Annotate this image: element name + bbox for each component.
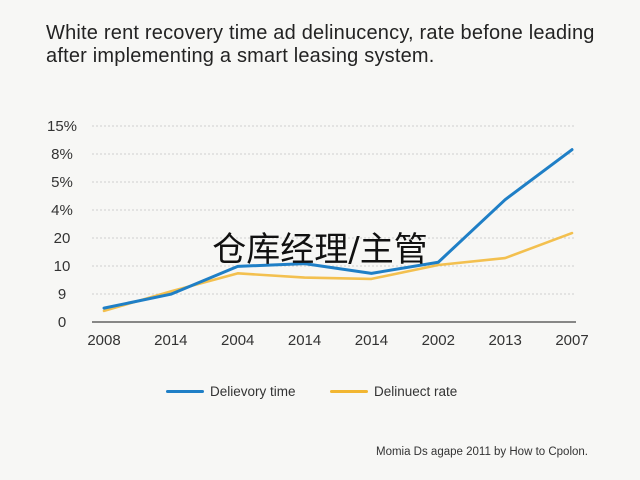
x-tick-label: 2013 [488,332,521,349]
chart-title: White rent recovery time ad delinucency,… [46,22,595,67]
x-tick-label: 2002 [422,332,455,349]
x-tick-label: 2014 [355,332,388,349]
y-tick-label: 15% [47,118,77,135]
y-tick-label: 8% [51,146,73,163]
y-tick-label: 9 [58,286,66,303]
overlay-text: 仓库经理/主管 [212,230,428,270]
legend-swatch-series-1 [166,390,204,393]
x-tick-label: 2004 [221,332,254,349]
x-axis-ticks: 2008 2014 2004 2014 2014 2002 2013 2007 [87,332,588,349]
grid-lines [92,125,576,323]
x-tick-label: 2014 [288,332,321,349]
credit-text: Momia Ds agape 2011 by How to Cpolon. [375,446,588,458]
y-tick-label: 10 [54,258,71,275]
legend-item-series-2: Delinuect rate [330,384,457,399]
x-tick-label: 2008 [87,332,120,349]
y-tick-label: 5% [51,174,73,191]
y-tick-label: 20 [54,230,71,247]
legend-label-series-2: Delinuect rate [374,384,458,399]
series-line-1 [102,148,574,310]
x-tick-label: 2014 [154,332,187,349]
legend: Delievory time Delinuect rate [0,384,640,404]
y-tick-label: 4% [51,202,73,219]
y-axis-ticks: 0 9 10 20 4% 5% 8% 15% [47,118,77,331]
legend-label-series-1: Delievory time [210,384,296,399]
x-tick-label: 2007 [555,332,588,349]
y-tick-label: 0 [58,314,66,331]
legend-swatch-series-2 [330,390,368,393]
series-lines [102,148,574,313]
legend-item-series-1: Delievory time [166,384,296,399]
